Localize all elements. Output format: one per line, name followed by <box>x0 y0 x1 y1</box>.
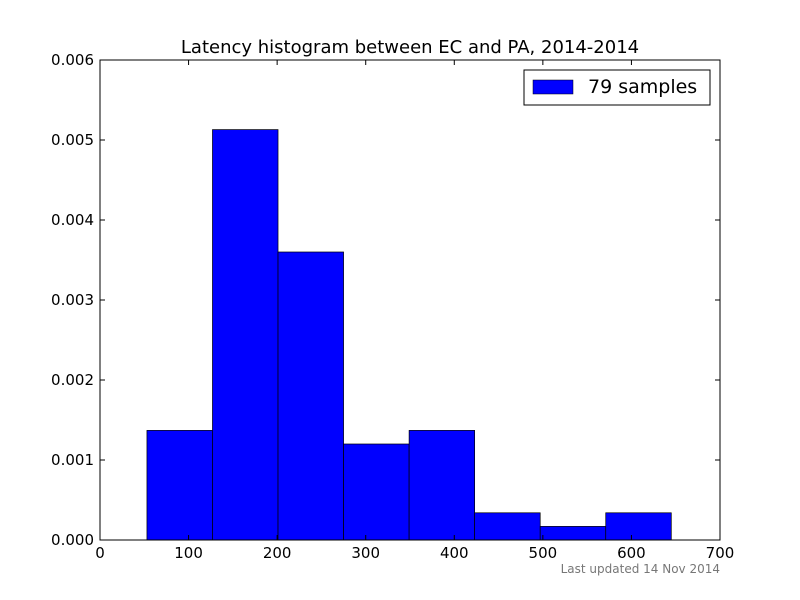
histogram-bar <box>343 443 410 541</box>
x-tick-label: 300 <box>351 544 380 562</box>
histogram-bar <box>408 430 476 541</box>
y-tick-label: 0.006 <box>51 51 94 69</box>
histogram-bar <box>474 512 541 541</box>
bars-group <box>146 129 672 541</box>
histogram-bar <box>605 512 672 541</box>
last-updated-note: Last updated 14 Nov 2014 <box>560 562 720 576</box>
chart-title: Latency histogram between EC and PA, 201… <box>181 37 639 58</box>
histogram-bar <box>212 129 279 541</box>
y-tick-label: 0.005 <box>51 131 94 149</box>
x-tick-label: 600 <box>617 544 646 562</box>
x-tick-label: 700 <box>706 544 735 562</box>
y-tick-label: 0.002 <box>51 371 94 389</box>
histogram-bar <box>277 251 344 541</box>
histogram-bar <box>146 430 213 541</box>
legend-swatch <box>532 79 574 95</box>
x-tick-label: 200 <box>263 544 292 562</box>
x-tick-label: 0 <box>95 544 105 562</box>
x-tick-label: 400 <box>440 544 469 562</box>
x-tick-label: 500 <box>529 544 558 562</box>
y-tick-label: 0.000 <box>51 531 94 549</box>
y-tick-label: 0.004 <box>51 211 94 229</box>
ticks-group: 0 100 200 300 400 500 600 700 0.000 0.001 0.002 0.0… <box>51 51 734 562</box>
x-tick-label: 100 <box>174 544 203 562</box>
y-tick-label: 0.001 <box>51 451 94 469</box>
legend: 79 samples <box>523 69 711 106</box>
histogram-bar <box>539 526 607 541</box>
legend-label: 79 samples <box>588 76 697 98</box>
y-tick-label: 0.003 <box>51 291 94 309</box>
